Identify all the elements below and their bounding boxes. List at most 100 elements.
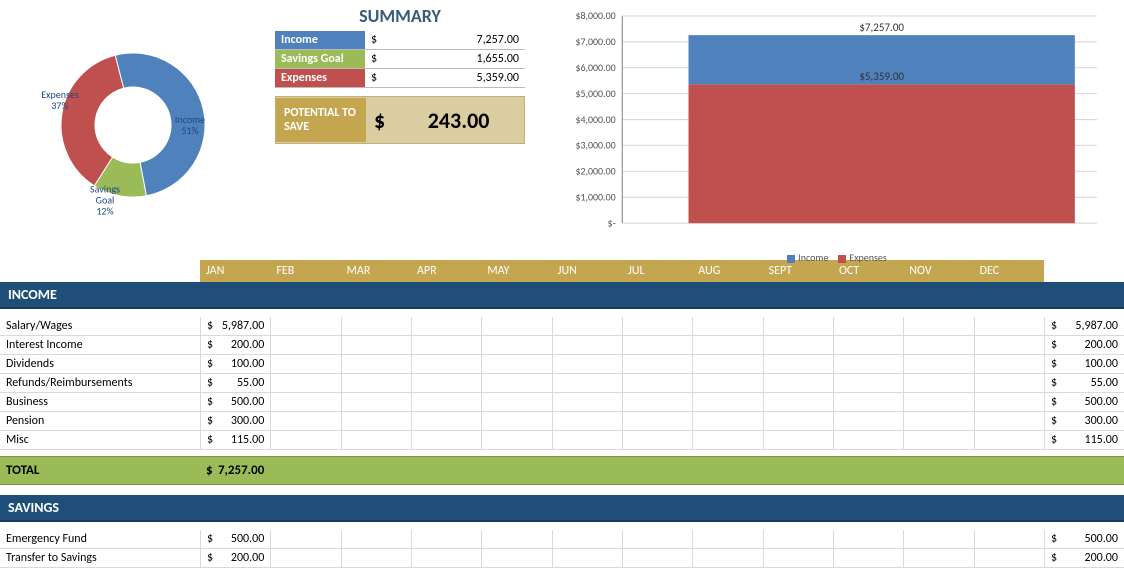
cell[interactable]: [903, 393, 973, 411]
cell[interactable]: [411, 374, 481, 392]
cell[interactable]: [763, 317, 833, 335]
cell[interactable]: [481, 431, 551, 449]
cell[interactable]: [552, 317, 622, 335]
cell[interactable]: [341, 317, 411, 335]
cell[interactable]: [692, 317, 762, 335]
cell[interactable]: [763, 431, 833, 449]
cell[interactable]: [552, 549, 622, 567]
cell[interactable]: [622, 431, 692, 449]
cell[interactable]: [622, 355, 692, 373]
cell[interactable]: [903, 412, 973, 430]
cell[interactable]: [974, 355, 1044, 373]
cell[interactable]: [974, 393, 1044, 411]
cell[interactable]: [481, 317, 551, 335]
cell[interactable]: [341, 336, 411, 354]
cell[interactable]: [622, 530, 692, 548]
cell[interactable]: [411, 530, 481, 548]
cell[interactable]: [903, 336, 973, 354]
cell[interactable]: [411, 317, 481, 335]
cell[interactable]: [552, 412, 622, 430]
cell[interactable]: $115.00: [200, 431, 270, 449]
cell[interactable]: $200.00: [200, 336, 270, 354]
cell[interactable]: [974, 317, 1044, 335]
cell[interactable]: [833, 412, 903, 430]
cell[interactable]: [270, 530, 340, 548]
cell[interactable]: [552, 530, 622, 548]
cell[interactable]: [270, 412, 340, 430]
cell[interactable]: [833, 336, 903, 354]
cell[interactable]: [692, 412, 762, 430]
cell[interactable]: [692, 393, 762, 411]
cell[interactable]: [622, 549, 692, 567]
cell[interactable]: [974, 412, 1044, 430]
cell[interactable]: [622, 317, 692, 335]
cell[interactable]: [481, 412, 551, 430]
cell[interactable]: $5,987.00: [200, 317, 270, 335]
cell[interactable]: $300.00: [200, 412, 270, 430]
cell[interactable]: [481, 530, 551, 548]
cell[interactable]: [833, 549, 903, 567]
cell[interactable]: $55.00: [200, 374, 270, 392]
cell[interactable]: [903, 355, 973, 373]
cell[interactable]: [833, 355, 903, 373]
cell[interactable]: [270, 355, 340, 373]
cell[interactable]: [481, 549, 551, 567]
cell[interactable]: [481, 336, 551, 354]
cell[interactable]: [974, 549, 1044, 567]
cell[interactable]: [270, 431, 340, 449]
cell[interactable]: [341, 431, 411, 449]
cell[interactable]: [481, 374, 551, 392]
cell[interactable]: [763, 412, 833, 430]
cell[interactable]: [552, 336, 622, 354]
cell[interactable]: [692, 549, 762, 567]
cell[interactable]: [341, 355, 411, 373]
cell[interactable]: [763, 374, 833, 392]
cell[interactable]: [763, 549, 833, 567]
cell[interactable]: [341, 393, 411, 411]
cell[interactable]: [622, 374, 692, 392]
cell[interactable]: [481, 355, 551, 373]
cell[interactable]: [903, 530, 973, 548]
cell[interactable]: [552, 355, 622, 373]
cell[interactable]: [833, 374, 903, 392]
cell[interactable]: [411, 549, 481, 567]
cell[interactable]: $200.00: [200, 549, 270, 567]
cell[interactable]: $500.00: [200, 530, 270, 548]
cell[interactable]: [903, 549, 973, 567]
cell[interactable]: [833, 393, 903, 411]
cell[interactable]: $100.00: [200, 355, 270, 373]
cell[interactable]: [763, 355, 833, 373]
cell[interactable]: [692, 530, 762, 548]
cell[interactable]: [692, 374, 762, 392]
cell[interactable]: [341, 549, 411, 567]
cell[interactable]: [903, 317, 973, 335]
cell[interactable]: [974, 431, 1044, 449]
cell[interactable]: [833, 530, 903, 548]
cell[interactable]: [833, 431, 903, 449]
cell[interactable]: [411, 393, 481, 411]
cell[interactable]: $500.00: [200, 393, 270, 411]
cell[interactable]: [270, 317, 340, 335]
cell[interactable]: [763, 530, 833, 548]
cell[interactable]: [552, 374, 622, 392]
cell[interactable]: [622, 336, 692, 354]
cell[interactable]: [692, 355, 762, 373]
cell[interactable]: [833, 317, 903, 335]
cell[interactable]: [552, 393, 622, 411]
cell[interactable]: [341, 530, 411, 548]
cell[interactable]: [692, 431, 762, 449]
cell[interactable]: [481, 393, 551, 411]
cell[interactable]: [270, 393, 340, 411]
cell[interactable]: [622, 393, 692, 411]
cell[interactable]: [903, 431, 973, 449]
cell[interactable]: [763, 393, 833, 411]
cell[interactable]: [974, 530, 1044, 548]
cell[interactable]: [411, 336, 481, 354]
cell[interactable]: [411, 431, 481, 449]
cell[interactable]: [974, 374, 1044, 392]
cell[interactable]: [622, 412, 692, 430]
cell[interactable]: [341, 412, 411, 430]
cell[interactable]: [763, 336, 833, 354]
cell[interactable]: [270, 549, 340, 567]
cell[interactable]: [411, 412, 481, 430]
